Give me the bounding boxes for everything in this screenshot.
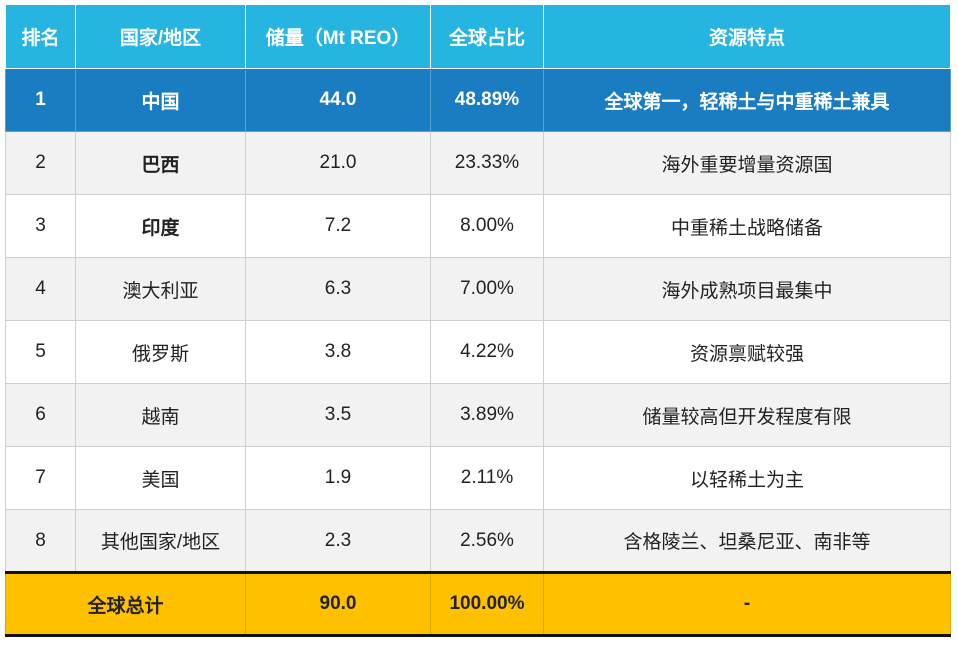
total-cell: 100.00% (430, 571, 544, 637)
table-cell: 中国 (75, 68, 246, 132)
table-cell: 其他国家/地区 (75, 509, 246, 573)
table-cell: 资源禀赋较强 (543, 320, 951, 384)
reserves-table: 排名 国家/地区 储量（Mt REO） 全球占比 资源特点 1 中国 44.0 48.89% 全… (5, 5, 951, 637)
table-cell: 俄罗斯 (75, 320, 246, 384)
table-footer: 全球总计 90.0 100.00% - (5, 571, 951, 637)
table-cell: 3.8 (245, 320, 431, 384)
table-cell: 3.89% (430, 383, 544, 447)
table-cell: 44.0 (245, 68, 431, 132)
table-row: 1 中国 44.0 48.89% 全球第一，轻稀土与中重稀土兼具 (5, 68, 951, 132)
table-cell: 3 (5, 194, 76, 258)
table-row: 4 澳大利亚 6.3 7.00% 海外成熟项目最集中 (5, 257, 951, 321)
total-cell: - (543, 571, 951, 637)
table-cell: 5 (5, 320, 76, 384)
header-row: 排名 国家/地区 储量（Mt REO） 全球占比 资源特点 (5, 5, 951, 69)
table-cell: 全球第一，轻稀土与中重稀土兼具 (543, 68, 951, 132)
table-cell: 澳大利亚 (75, 257, 246, 321)
total-cell: 全球总计 (5, 571, 246, 637)
table-row: 8 其他国家/地区 2.3 2.56% 含格陵兰、坦桑尼亚、南非等 (5, 509, 951, 573)
table-cell: 越南 (75, 383, 246, 447)
table-cell: 7.2 (245, 194, 431, 258)
table-cell: 8 (5, 509, 76, 573)
table-cell: 8.00% (430, 194, 544, 258)
table-cell: 1 (5, 68, 76, 132)
table-row: 2 巴西 21.0 23.33% 海外重要增量资源国 (5, 131, 951, 195)
table-row: 3 印度 7.2 8.00% 中重稀土战略储备 (5, 194, 951, 258)
table-cell: 海外重要增量资源国 (543, 131, 951, 195)
header-cell: 全球占比 (430, 5, 544, 69)
table-cell: 2.3 (245, 509, 431, 573)
table-row: 7 美国 1.9 2.11% 以轻稀土为主 (5, 446, 951, 510)
table-cell: 2 (5, 131, 76, 195)
table-cell: 海外成熟项目最集中 (543, 257, 951, 321)
table-cell: 7.00% (430, 257, 544, 321)
table-body: 1 中国 44.0 48.89% 全球第一，轻稀土与中重稀土兼具 2 巴西 21.0 23.33… (5, 68, 951, 573)
table-cell: 48.89% (430, 68, 544, 132)
table-cell: 4 (5, 257, 76, 321)
table-cell: 中重稀土战略储备 (543, 194, 951, 258)
header-cell: 排名 (5, 5, 76, 69)
table-row: 5 俄罗斯 3.8 4.22% 资源禀赋较强 (5, 320, 951, 384)
table-cell: 美国 (75, 446, 246, 510)
table-cell: 巴西 (75, 131, 246, 195)
table-cell: 7 (5, 446, 76, 510)
table-cell: 以轻稀土为主 (543, 446, 951, 510)
table-header: 排名 国家/地区 储量（Mt REO） 全球占比 资源特点 (5, 5, 951, 69)
total-cell: 90.0 (245, 571, 431, 637)
table-cell: 4.22% (430, 320, 544, 384)
table-cell: 6 (5, 383, 76, 447)
table-cell: 6.3 (245, 257, 431, 321)
table-cell: 23.33% (430, 131, 544, 195)
table-cell: 3.5 (245, 383, 431, 447)
table-cell: 储量较高但开发程度有限 (543, 383, 951, 447)
total-row: 全球总计 90.0 100.00% - (5, 571, 951, 637)
table-cell: 21.0 (245, 131, 431, 195)
table-cell: 2.56% (430, 509, 544, 573)
header-cell: 国家/地区 (75, 5, 246, 69)
table-row: 6 越南 3.5 3.89% 储量较高但开发程度有限 (5, 383, 951, 447)
header-cell: 储量（Mt REO） (245, 5, 431, 69)
header-cell: 资源特点 (543, 5, 951, 69)
table-cell: 印度 (75, 194, 246, 258)
table-cell: 1.9 (245, 446, 431, 510)
table-cell: 含格陵兰、坦桑尼亚、南非等 (543, 509, 951, 573)
table-cell: 2.11% (430, 446, 544, 510)
